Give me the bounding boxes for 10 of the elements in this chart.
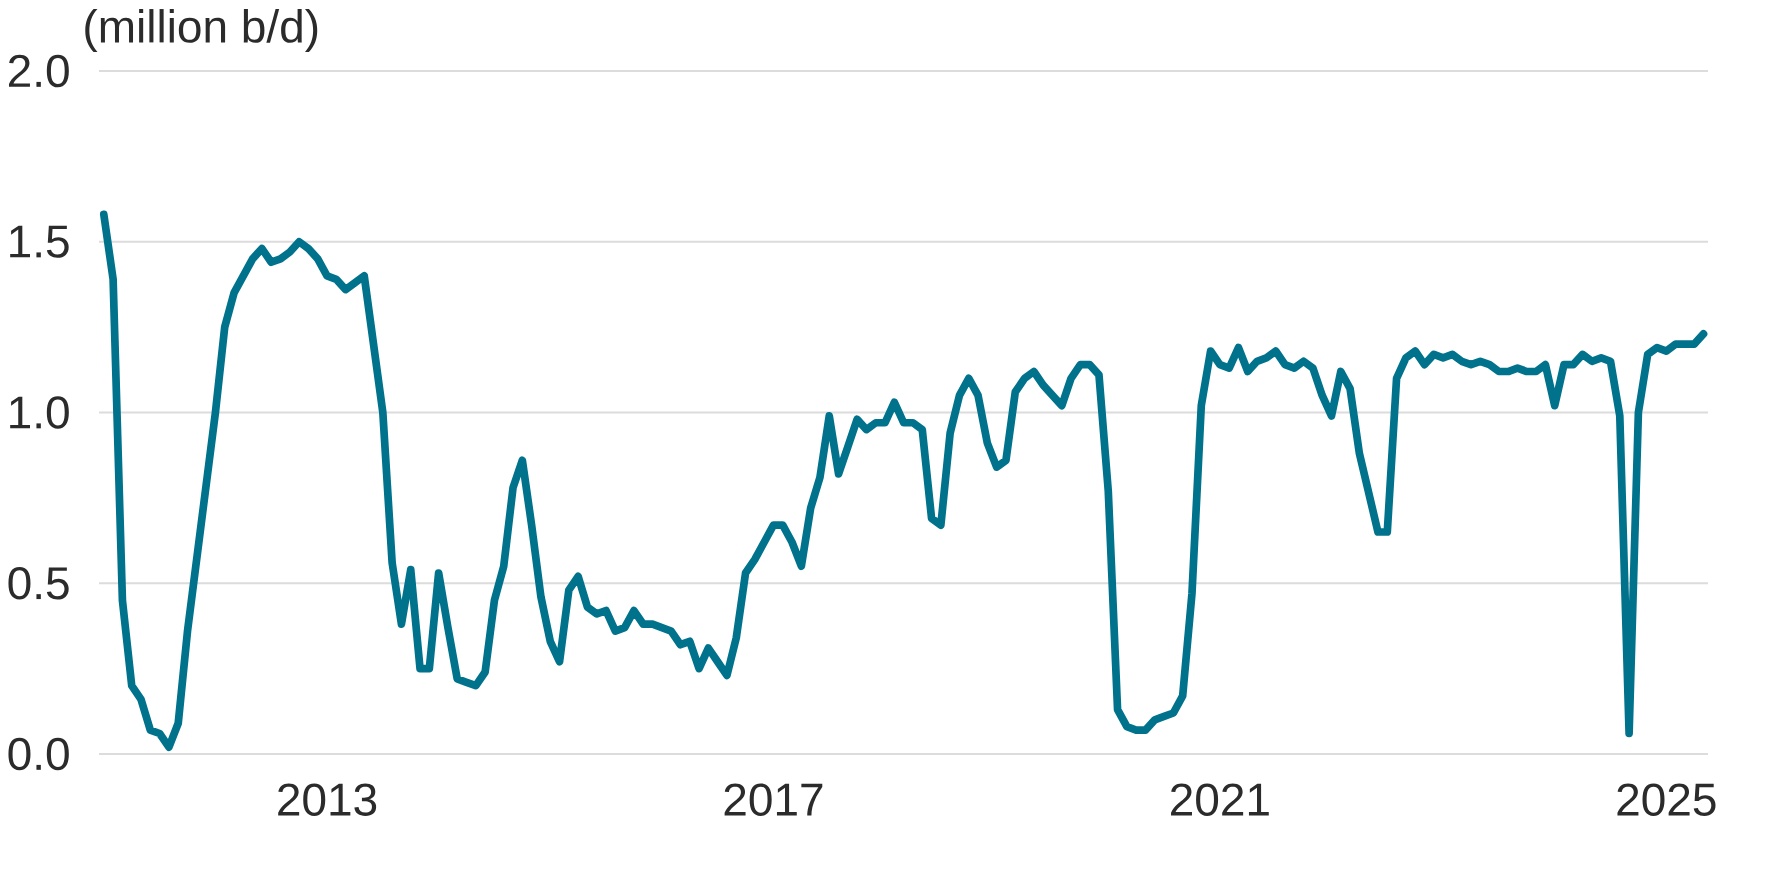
x-tick-label: 2021 xyxy=(1171,783,1269,816)
x-tick-label: 2013 xyxy=(278,783,377,816)
x-tick-label: 2017 xyxy=(724,783,823,816)
y-tick-label: 2.0 xyxy=(8,54,69,88)
y-tick-label: 0.0 xyxy=(8,737,69,771)
y-axis-title: (million b/d) xyxy=(85,9,318,52)
x-tick-label: 2025 xyxy=(1617,783,1716,816)
y-tick-label: 0.5 xyxy=(8,566,69,600)
y-tick-label: 1.5 xyxy=(10,225,69,258)
y-tick-label: 1.0 xyxy=(10,396,69,429)
